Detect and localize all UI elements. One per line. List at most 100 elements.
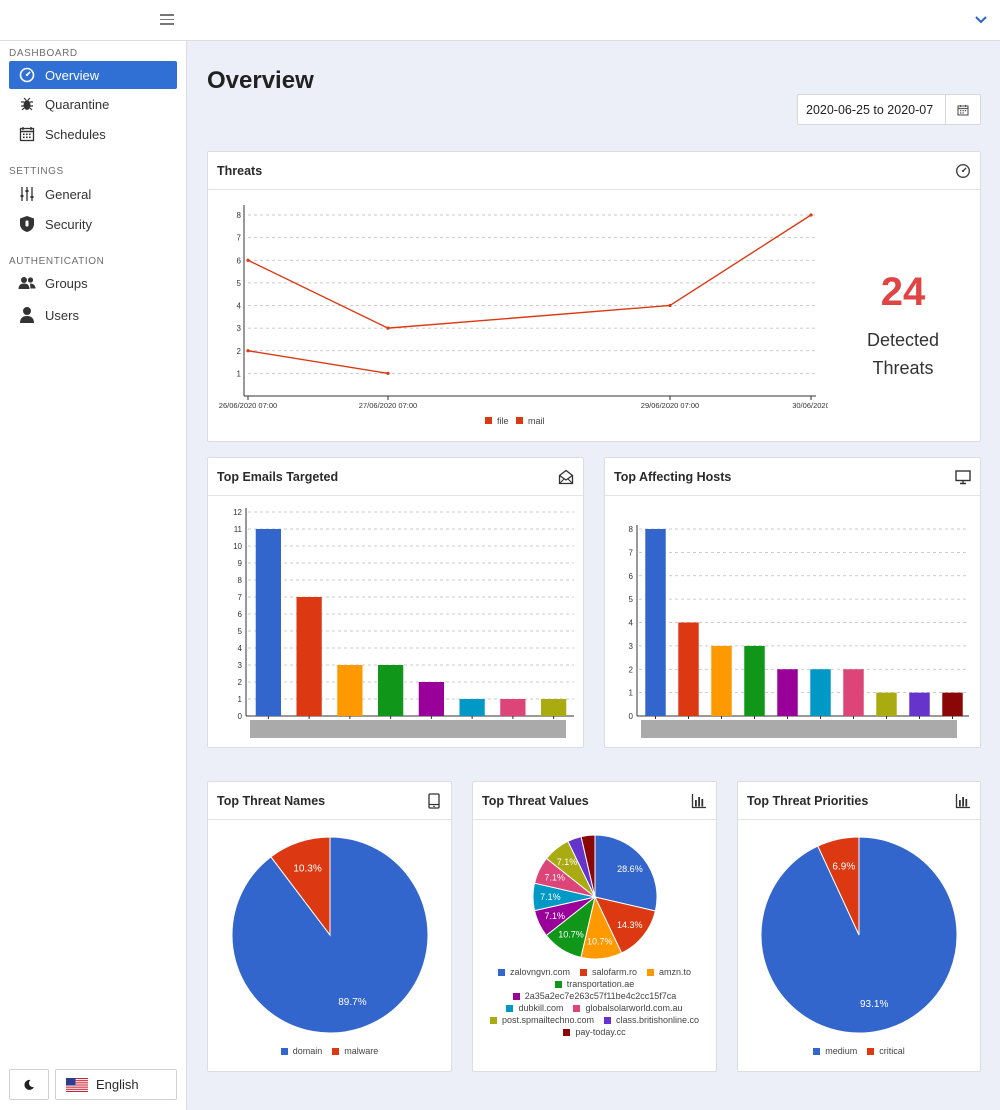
pie-slice-label: 89.7% bbox=[338, 997, 366, 1008]
user-icon bbox=[18, 306, 36, 324]
tablet-icon bbox=[428, 792, 440, 809]
card-header: Top Threat Priorities bbox=[738, 782, 980, 820]
data-point-file bbox=[668, 303, 672, 308]
legend-swatch bbox=[813, 1047, 821, 1055]
sidebar-item-label: General bbox=[45, 186, 92, 202]
pie-slice-label: 28.6% bbox=[617, 864, 643, 874]
x-tick-label: 26/06/2020 07:00 bbox=[219, 401, 277, 410]
page-title: Overview bbox=[207, 67, 314, 94]
bar bbox=[500, 699, 526, 716]
y-tick-label: 7 bbox=[629, 548, 634, 557]
legend-item: domain bbox=[280, 1046, 323, 1056]
menu-icon[interactable] bbox=[160, 14, 174, 26]
legend-label: amzn.to bbox=[659, 967, 692, 977]
data-point-mail bbox=[246, 349, 250, 353]
legend-swatch bbox=[280, 1047, 288, 1055]
shield-icon bbox=[18, 215, 36, 233]
data-point-mail bbox=[386, 371, 390, 375]
sidebar-item-label: Security bbox=[45, 216, 92, 232]
sidebar-item-security[interactable]: Security bbox=[9, 210, 177, 238]
language-select[interactable]: English bbox=[55, 1069, 177, 1100]
monitor-icon bbox=[955, 469, 971, 484]
calendar-button[interactable] bbox=[946, 95, 980, 124]
pie-slice-label: 7.1% bbox=[544, 911, 565, 921]
y-tick-label: 2 bbox=[238, 678, 243, 687]
pie-slice-label: 14.3% bbox=[617, 920, 643, 930]
data-point-file bbox=[246, 258, 250, 262]
legend-label-file: file bbox=[497, 416, 509, 426]
legend-item: critical bbox=[867, 1046, 905, 1056]
pie-slice bbox=[580, 834, 596, 898]
bug-icon bbox=[18, 95, 36, 113]
y-tick-label: 12 bbox=[233, 508, 242, 517]
card-title: Top Threat Priorities bbox=[747, 793, 869, 808]
moon-icon bbox=[24, 1079, 34, 1090]
legend-label: dubkill.com bbox=[518, 1003, 564, 1013]
pie-slice bbox=[594, 834, 658, 912]
speedometer-icon bbox=[18, 66, 36, 84]
y-tick-label: 8 bbox=[629, 525, 634, 534]
y-tick-label: 1 bbox=[629, 689, 634, 698]
date-range-picker[interactable]: 2020-06-25 to 2020-07 bbox=[797, 94, 981, 125]
bar bbox=[255, 529, 282, 716]
legend-label: domain bbox=[292, 1046, 323, 1056]
legend-swatch bbox=[506, 1004, 514, 1012]
legend-item: globalsolarworld.com.au bbox=[573, 1003, 683, 1013]
y-tick-label: 0 bbox=[629, 712, 634, 721]
legend-label: zalovngvn.com bbox=[509, 967, 570, 977]
y-tick-label: 1 bbox=[238, 695, 243, 704]
top-bar bbox=[0, 0, 1000, 41]
speedometer-icon bbox=[955, 163, 971, 178]
y-tick-label: 1 bbox=[237, 369, 242, 378]
legend-label: globalsolarworld.com.au bbox=[585, 1003, 683, 1013]
us-flag-icon bbox=[66, 1077, 88, 1092]
chevron-down-icon[interactable] bbox=[974, 12, 988, 26]
date-range-input[interactable]: 2020-06-25 to 2020-07 bbox=[798, 95, 946, 124]
x-tick-label: 27/06/2020 07:00 bbox=[359, 401, 417, 410]
sidebar-item-general[interactable]: General bbox=[9, 180, 177, 208]
sidebar-item-label: Quarantine bbox=[45, 96, 110, 112]
sidebar-item-label: Overview bbox=[45, 67, 100, 83]
threat-names-pie-chart: 89.7% 10.3% bbox=[231, 836, 429, 1034]
pie-slice bbox=[270, 836, 331, 937]
sidebar-item-groups[interactable]: Groups bbox=[9, 269, 177, 297]
card-header: Top Emails Targeted bbox=[208, 458, 583, 496]
bar bbox=[540, 699, 567, 716]
card-header: Top Affecting Hosts bbox=[605, 458, 980, 496]
y-tick-label: 8 bbox=[238, 576, 243, 585]
legend-swatch bbox=[867, 1047, 875, 1055]
bar bbox=[377, 665, 404, 716]
sidebar-item-label: Users bbox=[45, 307, 79, 323]
detected-threats-label: Detected Threats bbox=[808, 326, 998, 382]
bar bbox=[876, 692, 897, 716]
sidebar-item-quarantine[interactable]: Quarantine bbox=[9, 90, 177, 118]
y-tick-label: 4 bbox=[238, 644, 243, 653]
legend-label: salofarm.ro bbox=[592, 967, 638, 977]
bar bbox=[296, 597, 322, 716]
sidebar-item-overview[interactable]: Overview bbox=[9, 61, 177, 89]
y-tick-label: 2 bbox=[629, 665, 634, 674]
y-tick-label: 8 bbox=[237, 211, 242, 220]
sidebar-section-authentication: AUTHENTICATION bbox=[9, 256, 105, 267]
legend-label: post.spmailtechno.com bbox=[501, 1015, 594, 1025]
y-tick-label: 3 bbox=[238, 661, 243, 670]
x-label-scrollbar bbox=[641, 720, 957, 738]
legend-label: pay-today.cc bbox=[575, 1027, 626, 1037]
y-tick-label: 6 bbox=[238, 610, 243, 619]
y-tick-label: 5 bbox=[238, 627, 243, 636]
bar bbox=[810, 669, 831, 716]
sidebar-item-schedules[interactable]: Schedules bbox=[9, 120, 177, 148]
threat-names-legend: domain malware bbox=[208, 1046, 451, 1056]
theme-toggle-button[interactable] bbox=[9, 1069, 49, 1100]
y-tick-label: 9 bbox=[238, 559, 243, 568]
y-tick-label: 5 bbox=[629, 595, 634, 604]
bar bbox=[678, 622, 699, 716]
data-point-file bbox=[809, 213, 813, 217]
threat-values-pie-chart: 28.6% 14.3% 10.7%10.7% 7.1% 7.1% 7.1% 7.1% bbox=[532, 834, 658, 960]
bar bbox=[909, 692, 930, 716]
sidebar-item-users[interactable]: Users bbox=[9, 301, 177, 329]
card-header: Top Threat Values bbox=[473, 782, 716, 820]
y-tick-label: 5 bbox=[237, 279, 242, 288]
legend-item: 2a35a2ec7e263c57f11be4c2cc15f7ca bbox=[512, 991, 676, 1001]
